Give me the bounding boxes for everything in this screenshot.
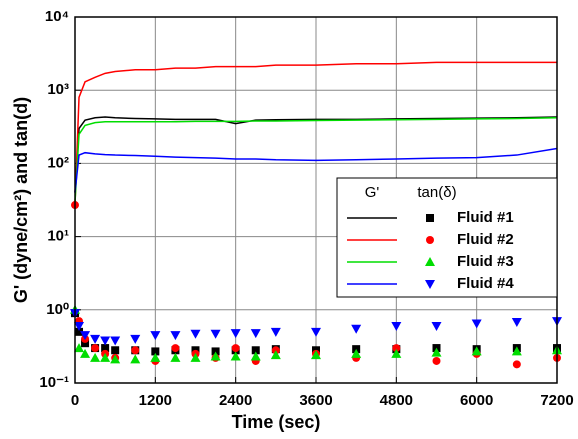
marker (81, 339, 90, 348)
marker (130, 354, 141, 364)
marker (170, 352, 181, 362)
marker (426, 214, 434, 222)
marker (425, 280, 435, 289)
marker (471, 319, 482, 329)
legend-box (336, 177, 558, 298)
marker (110, 336, 121, 346)
x-tick-label: 6000 (460, 392, 493, 409)
marker (90, 334, 101, 344)
marker (150, 331, 161, 341)
y-tick-label: 10⁴ (45, 8, 69, 25)
marker (250, 351, 261, 361)
y-tick-label: 10¹ (47, 228, 69, 245)
x-tick-label: 4800 (380, 392, 413, 409)
marker (211, 347, 220, 356)
marker (511, 318, 522, 328)
y-tick-label: 10³ (47, 81, 69, 98)
marker (90, 352, 101, 362)
g-line (74, 117, 558, 202)
legend-label: Fluid #2 (457, 231, 514, 248)
marker (270, 350, 281, 360)
marker (425, 257, 435, 266)
marker (101, 344, 110, 353)
marker (351, 324, 362, 334)
marker (511, 346, 522, 356)
marker (512, 360, 521, 369)
y-tick-label: 10² (47, 154, 69, 171)
x-tick-label: 3600 (299, 392, 332, 409)
marker (171, 344, 180, 353)
marker (431, 322, 442, 332)
marker (74, 322, 85, 332)
marker (75, 327, 84, 336)
marker (311, 327, 321, 337)
marker (111, 346, 120, 355)
marker (230, 329, 241, 339)
legend-header: tan(δ) (417, 184, 456, 201)
marker (80, 331, 91, 341)
marker (151, 347, 160, 356)
marker (170, 331, 181, 341)
x-axis-label: Time (sec) (232, 412, 321, 432)
legend-label: Fluid #4 (457, 275, 514, 292)
marker (270, 327, 281, 337)
marker (391, 322, 402, 332)
marker (231, 344, 240, 353)
marker (230, 351, 241, 361)
marker (131, 346, 140, 355)
marker (250, 329, 261, 339)
marker (74, 343, 85, 353)
x-tick-label: 0 (71, 392, 79, 409)
marker (432, 356, 441, 365)
marker (391, 348, 402, 358)
marker (351, 348, 362, 358)
marker (210, 351, 221, 361)
marker (110, 354, 121, 364)
marker (210, 329, 221, 339)
marker (100, 352, 111, 362)
legend-header: G' (365, 184, 380, 201)
y-tick-label: 10⁰ (46, 301, 69, 318)
marker (190, 329, 201, 339)
x-tick-label: 7200 (540, 392, 573, 409)
marker (251, 346, 260, 355)
marker (91, 344, 100, 353)
y-tick-label: 10⁻¹ (39, 374, 69, 391)
marker (426, 236, 434, 244)
x-tick-label: 2400 (219, 392, 252, 409)
marker (311, 350, 321, 360)
marker (392, 344, 401, 353)
g-line (74, 147, 558, 193)
marker (190, 352, 201, 362)
marker (130, 334, 141, 344)
g-line (74, 116, 558, 193)
marker (471, 346, 482, 356)
marker (431, 347, 442, 357)
legend-label: Fluid #1 (457, 209, 514, 226)
marker (100, 336, 111, 346)
marker (150, 352, 161, 362)
legend-label: Fluid #3 (457, 253, 514, 270)
g-line (74, 61, 557, 206)
y-axis-label: G' (dyne/cm²) and tan(d) (11, 97, 31, 303)
marker (80, 348, 91, 358)
x-tick-label: 1200 (139, 392, 172, 409)
